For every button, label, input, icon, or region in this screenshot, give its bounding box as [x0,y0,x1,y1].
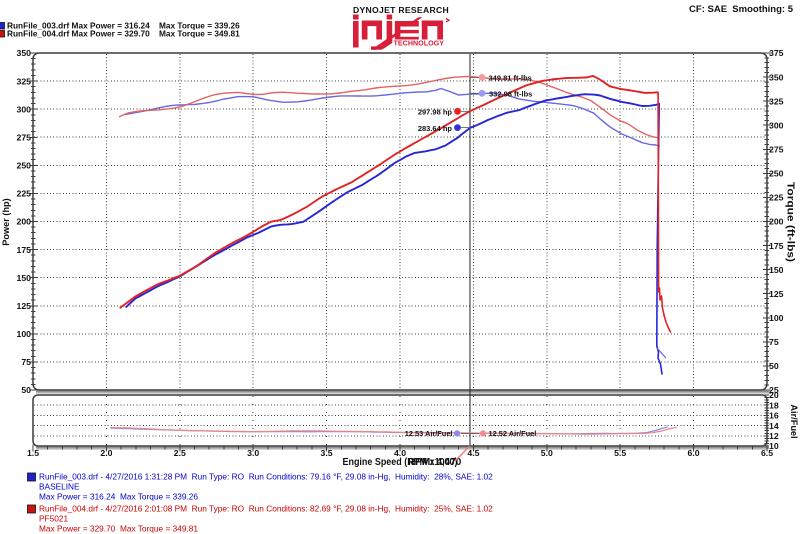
svg-text:325: 325 [769,96,784,106]
svg-text:RunFile_003.drf - 4/27/2016 1:: RunFile_003.drf - 4/27/2016 1:31:28 PM R… [39,472,493,482]
svg-text:RunFile_003.drf Max Power = 31: RunFile_003.drf Max Power = 316.24 Max T… [7,21,240,31]
svg-text:Air/Fuel: Air/Fuel [789,404,799,438]
svg-text:125: 125 [17,301,32,311]
svg-text:300: 300 [769,120,784,130]
svg-text:14: 14 [769,421,779,431]
svg-text:12.52 Air/Fuel: 12.52 Air/Fuel [489,429,537,438]
svg-text:100: 100 [769,313,784,323]
svg-text:283.64 hp: 283.64 hp [418,124,453,133]
svg-text:3.5: 3.5 [321,448,333,458]
svg-text:175: 175 [17,245,32,255]
svg-text:12.53 Air/Fuel: 12.53 Air/Fuel [405,429,453,438]
svg-text:10: 10 [769,441,779,451]
svg-text:6.5: 6.5 [761,448,773,458]
svg-text:297.98 hp: 297.98 hp [418,108,453,117]
svg-text:50: 50 [769,361,779,371]
svg-text:6.0: 6.0 [688,448,700,458]
svg-text:Engine Speed (RPM x1000): Engine Speed (RPM x1000) [343,457,458,468]
svg-text:25: 25 [769,385,779,395]
svg-text:DYNOJET RESEARCH: DYNOJET RESEARCH [353,5,449,15]
svg-text:5.0: 5.0 [541,448,553,458]
svg-text:150: 150 [769,265,784,275]
svg-text:200: 200 [769,217,784,227]
svg-text:250: 250 [769,169,784,179]
svg-text:Power (hp): Power (hp) [1,198,11,245]
svg-text:5.5: 5.5 [614,448,626,458]
svg-text:275: 275 [17,132,32,142]
svg-text:50: 50 [21,385,31,395]
svg-text:350: 350 [769,72,784,82]
svg-text:332.98 ft-lbs: 332.98 ft-lbs [489,90,532,99]
svg-text:275: 275 [769,145,784,155]
svg-text:150: 150 [17,273,32,283]
svg-text:RPM: 4,470: RPM: 4,470 [408,457,462,468]
svg-text:250: 250 [17,161,32,171]
svg-text:300: 300 [17,104,32,114]
svg-text:375: 375 [769,48,784,58]
svg-text:20: 20 [769,390,779,400]
svg-text:16: 16 [769,411,779,421]
svg-text:2.0: 2.0 [100,448,112,458]
svg-text:75: 75 [769,337,779,347]
svg-text:125: 125 [769,289,784,299]
svg-text:3.0: 3.0 [247,448,259,458]
svg-text:225: 225 [769,193,784,203]
svg-text:RunFile_004.drf Max Power = 32: RunFile_004.drf Max Power = 329.70 Max T… [7,29,240,39]
svg-text:CF: SAE Smoothing: 5: CF: SAE Smoothing: 5 [689,4,794,15]
svg-text:100: 100 [17,329,32,339]
svg-text:349.81 ft-lbs: 349.81 ft-lbs [489,74,532,83]
svg-text:175: 175 [769,241,784,251]
svg-text:BASELINE: BASELINE [39,482,80,492]
svg-text:225: 225 [17,189,32,199]
svg-text:4.0: 4.0 [394,448,406,458]
svg-text:PF5021: PF5021 [39,514,68,524]
svg-text:12: 12 [769,431,779,441]
svg-text:200: 200 [17,217,32,227]
svg-text:4.5: 4.5 [467,448,479,458]
svg-text:TECHNOLOGY: TECHNOLOGY [394,41,445,48]
svg-text:Torque (ft-lbs): Torque (ft-lbs) [785,182,796,262]
svg-text:2.5: 2.5 [174,448,186,458]
svg-text:Max Power = 316.24 Max Torque: Max Power = 316.24 Max Torque = 339.26 [39,492,198,502]
svg-text:18: 18 [769,400,779,410]
svg-text:Max Power = 329.70 Max Torque: Max Power = 329.70 Max Torque = 349.81 [39,524,198,534]
svg-text:RunFile_004.drf - 4/27/2016 2:: RunFile_004.drf - 4/27/2016 2:01:08 PM R… [39,504,493,514]
svg-text:350: 350 [17,48,32,58]
svg-text:75: 75 [21,357,31,367]
svg-text:325: 325 [17,76,32,86]
svg-text:1.5: 1.5 [27,448,39,458]
